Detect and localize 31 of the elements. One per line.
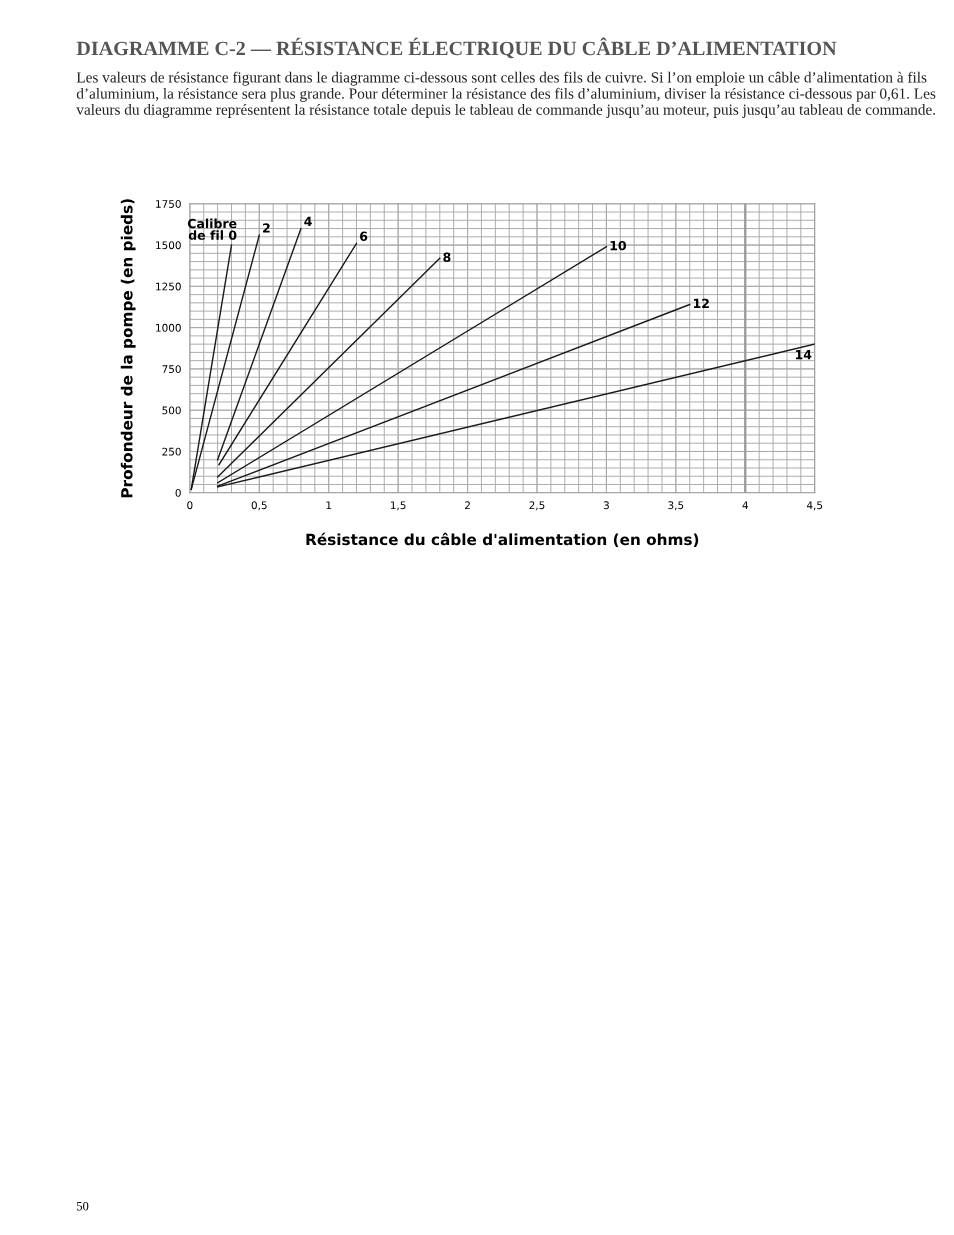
y-tick-label: 0 bbox=[175, 488, 181, 497]
y-tick-label: 1250 bbox=[156, 282, 181, 291]
chart-title: DIAGRAMME C-2 — RÉSISTANCE ÉLECTRIQUE DU CÂBLE D’ALIMENTATION bbox=[76, 37, 837, 59]
y-tick-label: 250 bbox=[162, 447, 181, 456]
series-label: 4 bbox=[304, 216, 312, 226]
series-label: 6 bbox=[360, 231, 368, 241]
series-label: 10 bbox=[610, 240, 626, 251]
y-tick-label: 1000 bbox=[156, 323, 181, 332]
x-tick-label: 1 bbox=[326, 501, 332, 510]
x-tick-label: 2 bbox=[465, 501, 470, 510]
x-tick-label: 4 bbox=[742, 501, 749, 510]
x-axis-title: Résistance du câble d'alimentation (en ohms) bbox=[306, 532, 699, 548]
x-tick-label: 3 bbox=[603, 501, 609, 510]
y-tick-label: 1750 bbox=[156, 200, 181, 208]
x-tick-label: 1,5 bbox=[391, 501, 406, 511]
series-label: Calibre de fil 0 bbox=[187, 218, 237, 240]
y-tick-label: 1500 bbox=[156, 241, 181, 250]
x-tick-label: 0,5 bbox=[251, 501, 267, 511]
x-tick-label: 4,5 bbox=[806, 501, 823, 511]
series-label: 8 bbox=[443, 252, 451, 262]
y-tick-label: 750 bbox=[162, 365, 181, 374]
x-tick-label: 2,5 bbox=[529, 501, 545, 511]
chart-subtitle: Les valeurs de résistance figurant dans le diagramme ci-dessous sont celles des fils de cuivre. Si l’on emploie un câble d’alimentation à fils d’aluminium, la résistance sera plus grande. Pour déterminer la résistance des fils d’aluminium, diviser la résistance ci-dessous par 0,61. Les valeurs du diagramme représentent la résistance totale depuis le tableau de commande jusqu’au moteur, puis jusqu’au tableau de commande. bbox=[76, 71, 936, 118]
y-axis-title: Profondeur de la pompe (en pieds) bbox=[120, 199, 136, 498]
series-label: 12 bbox=[693, 298, 709, 308]
y-tick-label: 500 bbox=[162, 406, 181, 415]
text: 50 bbox=[77, 1201, 89, 1211]
x-tick-label: 3,5 bbox=[668, 501, 684, 511]
series-label: 2 bbox=[263, 223, 270, 233]
x-tick-label: 0 bbox=[187, 501, 193, 510]
series-label: 14 bbox=[795, 350, 812, 360]
